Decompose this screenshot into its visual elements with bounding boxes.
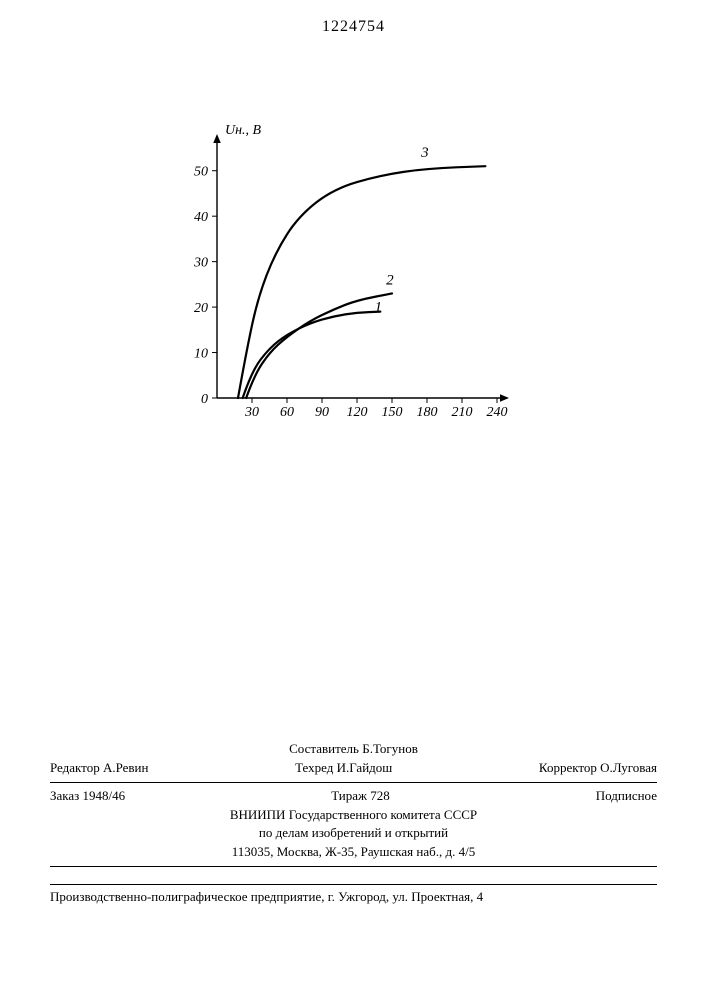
address-line: 113035, Москва, Ж-35, Раушская наб., д. … [50,843,657,862]
colophon-block: Составитель Б.Тогунов Редактор А.Ревин Т… [50,740,657,871]
order-number: Заказ 1948/46 [50,787,125,806]
techred-credit: Техред И.Гайдош [295,759,392,778]
svg-text:10: 10 [194,347,208,362]
divider-3 [50,884,657,885]
editor-credit: Редактор А.Ревин [50,759,148,778]
svg-text:Uн., В: Uн., В [225,123,262,138]
svg-text:3: 3 [420,145,429,161]
svg-text:0: 0 [201,392,208,407]
svg-text:30: 30 [244,405,259,420]
svg-text:180: 180 [417,405,438,420]
divider-1 [50,782,657,783]
svg-text:210: 210 [452,405,473,420]
svg-text:150: 150 [382,405,403,420]
org-line-2: по делам изобретений и открытий [50,824,657,843]
svg-text:40: 40 [194,210,208,225]
corrector-credit: Корректор О.Луговая [539,759,657,778]
svg-text:120: 120 [347,405,368,420]
subscription-mark: Подписное [596,787,657,806]
chart-svg: 0 10 20 30 40 50 30 60 90 120 150 180 210 240 Uн., В 12… [169,120,509,430]
svg-text:20: 20 [194,301,208,316]
print-run: Тираж 728 [331,787,390,806]
org-line-1: ВНИИПИ Государственного комитета СССР [50,806,657,825]
svg-text:1: 1 [375,300,383,316]
svg-text:2: 2 [386,272,394,288]
chart-figure: 0 10 20 30 40 50 30 60 90 120 150 180 210 240 Uн., В 12… [169,120,509,430]
svg-text:240: 240 [487,405,508,420]
page: 1224754 0 10 20 30 40 50 30 60 90 120 150 180 210 240… [0,0,707,1000]
svg-text:60: 60 [280,405,294,420]
printer-line-block: Производственно-полиграфическое предприя… [50,880,657,905]
svg-text:50: 50 [194,165,208,180]
divider-2 [50,866,657,867]
order-row: Заказ 1948/46 Тираж 728 Подписное [50,787,657,806]
svg-text:90: 90 [315,405,329,420]
credits-row: Редактор А.Ревин Техред И.Гайдош Коррект… [50,759,657,778]
printer-line: Производственно-полиграфическое предприя… [50,889,657,905]
document-number: 1224754 [0,18,707,36]
svg-text:30: 30 [193,256,208,271]
compiler-line: Составитель Б.Тогунов [50,740,657,759]
